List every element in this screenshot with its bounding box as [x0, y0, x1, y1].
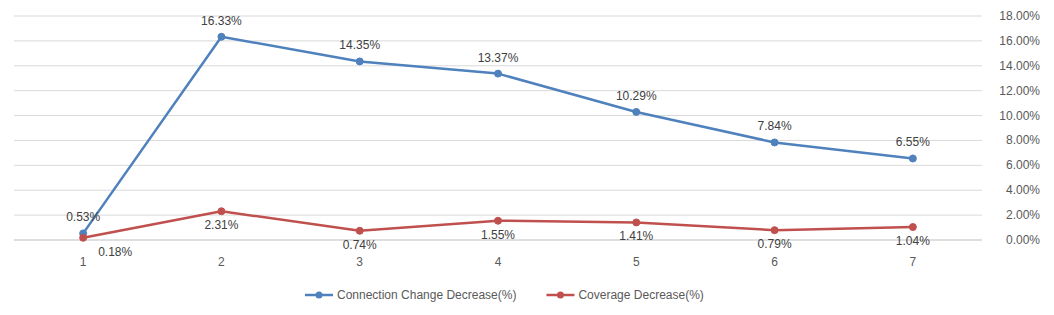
data-label: 1.55% — [481, 228, 515, 242]
legend-label: Connection Change Decrease(%) — [337, 288, 516, 302]
data-labels: 0.53% 16.33% 14.35% 13.37% 10.29% 7.84% 6.55% 0… — [66, 14, 930, 259]
data-label: 6.55% — [896, 135, 930, 149]
y-tick-label: 14.00% — [999, 59, 1040, 73]
x-tick-label: 3 — [356, 255, 363, 269]
grid-line — [14, 90, 982, 91]
x-tick-label: 1 — [80, 255, 87, 269]
y-tick-label: 2.00% — [1006, 208, 1040, 222]
series-marker — [356, 227, 363, 234]
data-label: 1.04% — [896, 234, 930, 248]
y-tick-label: 16.00% — [999, 34, 1040, 48]
x-tick-label: 6 — [771, 255, 778, 269]
data-label: 0.53% — [66, 210, 100, 224]
grid-line — [14, 40, 982, 41]
y-tick-label: 4.00% — [1006, 183, 1040, 197]
data-label: 1.41% — [619, 229, 653, 243]
series-marker — [356, 58, 363, 65]
grid-line — [14, 190, 982, 191]
legend-marker — [557, 292, 564, 299]
chart-root: 0.00% 2.00% 4.00% 6.00% 8.00% 10.00% 12.00% 14.… — [0, 0, 1054, 315]
grid-line — [14, 65, 982, 66]
series-marker — [633, 219, 640, 226]
y-tick-label: 12.00% — [999, 84, 1040, 98]
data-label: 16.33% — [201, 14, 242, 28]
data-label: 0.74% — [343, 238, 377, 252]
series-marker — [80, 234, 87, 241]
x-tick-label: 7 — [910, 255, 917, 269]
y-tick-label: 10.00% — [999, 109, 1040, 123]
y-tick-label: 6.00% — [1006, 158, 1040, 172]
series-marker — [218, 208, 225, 215]
legend-label: Coverage Decrease(%) — [578, 288, 703, 302]
series-marker — [909, 155, 916, 162]
legend-marker — [316, 292, 323, 299]
y-tick-label: 0.00% — [1006, 233, 1040, 247]
x-tick-label: 5 — [633, 255, 640, 269]
series-marker — [771, 139, 778, 146]
grid-line — [14, 215, 982, 216]
y-tick-label: 8.00% — [1006, 133, 1040, 147]
data-label: 0.18% — [98, 245, 132, 259]
grid-line — [14, 115, 982, 116]
chart-svg: 0.00% 2.00% 4.00% 6.00% 8.00% 10.00% 12.00% 14.… — [0, 0, 1054, 315]
series-line — [83, 37, 913, 234]
data-label: 14.35% — [339, 38, 380, 52]
series-marker — [633, 108, 640, 115]
grid-line — [14, 165, 982, 166]
series-marker — [771, 227, 778, 234]
series-marker — [495, 217, 502, 224]
data-label: 0.79% — [758, 237, 792, 251]
series-marker — [218, 33, 225, 40]
grid-line — [14, 140, 982, 141]
data-label: 2.31% — [204, 218, 238, 232]
plot-area — [80, 33, 917, 241]
data-label: 13.37% — [478, 51, 519, 65]
y-tick-label: 18.00% — [999, 9, 1040, 23]
legend: Connection Change Decrease(%) Coverage De… — [305, 288, 704, 302]
grid-line — [14, 16, 982, 17]
data-label: 10.29% — [616, 89, 657, 103]
series-marker — [909, 224, 916, 231]
x-tick-label: 4 — [495, 255, 502, 269]
x-tick-label: 2 — [218, 255, 225, 269]
data-label: 7.84% — [758, 119, 792, 133]
series-marker — [495, 70, 502, 77]
